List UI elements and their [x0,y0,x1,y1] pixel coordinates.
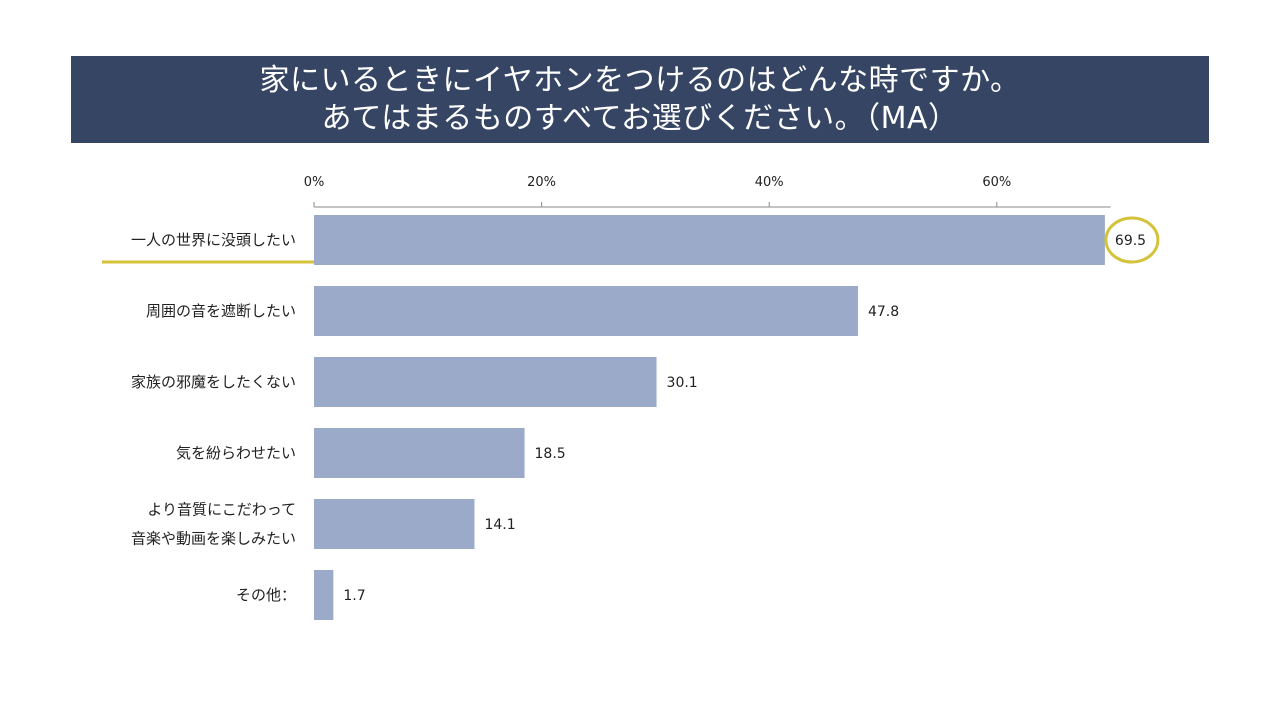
chart-title: 家にいるときにイヤホンをつけるのはどんな時ですか。 あてはまるものすべてお選びく… [71,56,1209,143]
chart-title-line2: あてはまるものすべてお選びください。（MA） [321,100,959,136]
x-tick-label: 60% [982,175,1011,190]
data-label: 69.5 [1115,233,1146,249]
chart-title-line1: 家にいるときにイヤホンをつけるのはどんな時ですか。 [259,62,1021,98]
x-tick-label: 20% [527,175,556,190]
data-label: 30.1 [667,375,698,391]
x-tick-label: 40% [755,175,784,190]
bar [314,499,475,549]
category-label: 音楽や動画を楽しみたい [131,530,296,548]
category-label: 周囲の音を遮断したい [146,302,296,320]
category-label: 気を紛らわせたい [176,444,296,462]
category-label: 一人の世界に没頭したい [131,231,296,249]
category-label: その他： [236,586,296,604]
bar [314,570,334,620]
data-label: 18.5 [535,446,566,462]
data-label: 14.1 [484,517,515,533]
highlight-circle [1104,216,1160,264]
x-tick-label: 0% [304,175,325,190]
data-label: 1.7 [343,588,365,604]
bar [314,215,1105,265]
bar [314,286,858,336]
bar [314,357,657,407]
category-label: 家族の邪魔をしたくない [131,373,296,391]
category-label: より音質にこだわって [147,501,296,519]
data-label: 47.8 [868,304,899,320]
bar [314,428,525,478]
